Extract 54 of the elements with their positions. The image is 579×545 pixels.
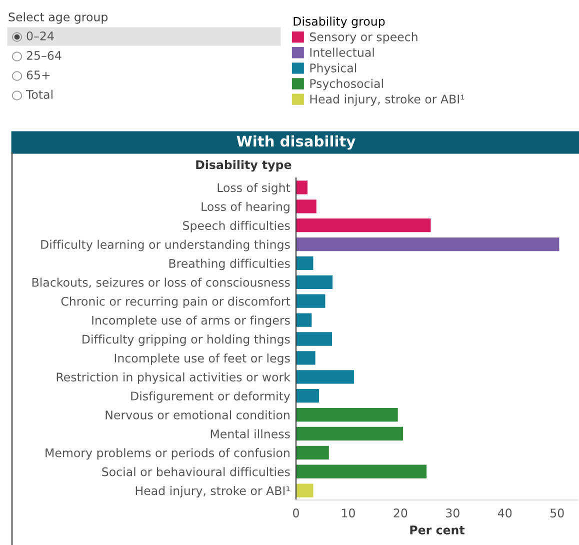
- bar: [296, 256, 314, 270]
- bar: [296, 180, 308, 194]
- bar: [296, 332, 332, 346]
- bar: [296, 237, 560, 252]
- text: Total: [26, 90, 52, 99]
- x-axis-title: Per cent: [410, 526, 465, 534]
- bar: [296, 351, 316, 365]
- bar: [296, 408, 398, 422]
- bar: [296, 426, 404, 441]
- bar: [296, 294, 326, 308]
- y-tick-label: Loss of sight: [218, 182, 290, 194]
- x-tick-label: 10: [342, 508, 355, 518]
- text: 0–24: [26, 31, 54, 40]
- x-tick-label: 50: [550, 508, 564, 518]
- y-tick-label: Blackouts, seizures or loss of consciousness: [32, 278, 290, 288]
- y-tick-label: Disfigurement or deformity: [131, 391, 290, 403]
- legend-label: Head injury, stroke or ABI¹: [310, 94, 464, 106]
- y-tick-label: Incomplete use of arms or fingers: [92, 316, 290, 327]
- y-tick-label: Difficulty learning or understanding things: [41, 240, 290, 252]
- bar: [296, 464, 427, 478]
- text: 65+: [26, 70, 50, 80]
- legend-label: Psychosocial: [310, 78, 383, 90]
- y-tick-label: Breathing difficulties: [169, 258, 290, 270]
- bar: [296, 484, 314, 498]
- legend-label: Sensory or speech: [310, 32, 418, 44]
- y-tick-label: Speech difficulties: [183, 220, 290, 232]
- x-tick-label: 40: [498, 508, 512, 518]
- y-tick-label: Nervous or emotional condition: [106, 410, 290, 420]
- y-tick-label: Loss of hearing: [202, 202, 290, 214]
- y-axis-title: Disability type: [196, 160, 292, 172]
- y-tick-label: Social or behavioural difficulties: [102, 467, 290, 476]
- legend-label: Intellectual: [310, 48, 374, 57]
- bar: [296, 275, 333, 289]
- y-tick-label: Restriction in physical activities or work: [56, 372, 290, 384]
- y-tick-label: Head injury, stroke or ABI¹: [136, 486, 290, 498]
- y-tick-label: Incomplete use of feet or legs: [114, 353, 290, 365]
- x-tick-label: 0: [293, 508, 299, 518]
- bar: [296, 446, 329, 460]
- x-tick-label: 30: [446, 508, 460, 518]
- legend-title: Disability group: [294, 16, 385, 28]
- bar: [296, 389, 319, 403]
- text: Select age group: [8, 12, 108, 24]
- chart-title: With disability: [236, 135, 356, 150]
- bar: [296, 313, 312, 327]
- bar: [296, 200, 316, 214]
- y-tick-label: Mental illness: [210, 429, 290, 438]
- bar: [296, 370, 354, 384]
- bar: [296, 218, 431, 232]
- legend-label: Physical: [310, 63, 356, 75]
- y-tick-label: Memory problems or periods of confusion: [46, 448, 290, 460]
- x-tick-label: 20: [394, 508, 408, 518]
- y-tick-label: Chronic or recurring pain or discomfort: [61, 296, 290, 308]
- text: 25–64: [26, 50, 62, 60]
- y-tick-label: Difficulty gripping or holding things: [82, 334, 290, 346]
